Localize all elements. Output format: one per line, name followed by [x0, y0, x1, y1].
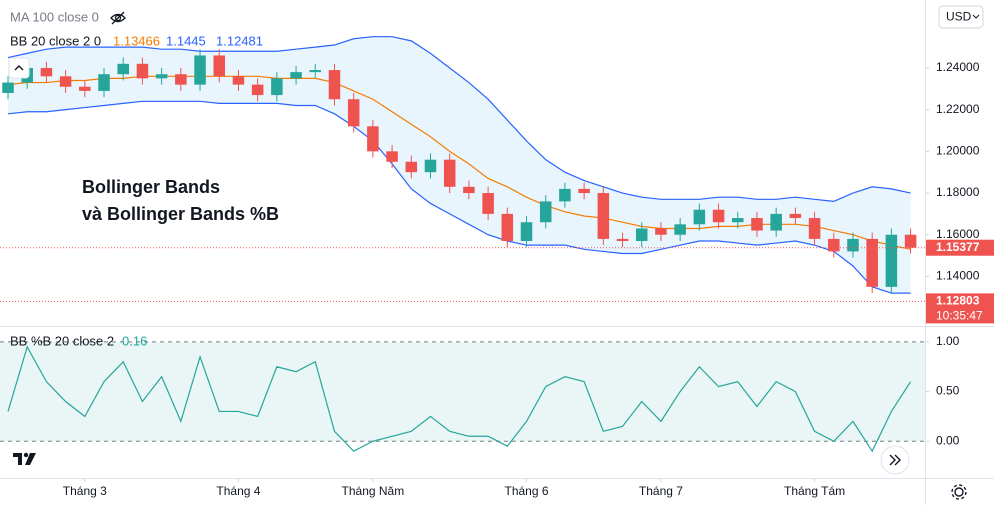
- bb-values: 1.13466 1.1445 1.12481: [113, 33, 263, 48]
- bb-legend-value: 1.1445: [166, 33, 206, 48]
- candle-body: [828, 238, 840, 252]
- pb-legend-value: 0.16: [122, 333, 147, 348]
- bb-legend-value: 1.12481: [216, 33, 263, 48]
- y-tick-label: 1.16000: [936, 227, 980, 241]
- candle-body: [847, 238, 859, 252]
- candle-body: [309, 70, 322, 73]
- currency-label: USD: [946, 10, 972, 24]
- candle-body: [2, 82, 14, 93]
- price-line-box: [926, 293, 994, 324]
- y-tick-label: 1.14000: [936, 269, 980, 283]
- countdown-label: 10:35:47: [936, 309, 983, 323]
- annotation-line: Bollinger Bands: [82, 177, 220, 197]
- pb-legend: BB %B 20 close 2: [10, 333, 114, 348]
- candle-body: [367, 126, 379, 152]
- annotation-line: và Bollinger Bands %B: [82, 204, 279, 224]
- candle-body: [655, 228, 667, 235]
- candle-body: [731, 218, 744, 223]
- candle-body: [117, 63, 129, 75]
- x-tick-label: Tháng Tám: [784, 484, 845, 498]
- candle-body: [40, 67, 53, 77]
- candle-body: [520, 222, 533, 241]
- candle-body: [559, 188, 571, 202]
- candle-body: [290, 72, 302, 79]
- candle-body: [789, 213, 802, 219]
- candle-body: [79, 86, 91, 91]
- y-tick-label: 1.00: [936, 334, 960, 348]
- candle-body: [98, 74, 110, 91]
- legend-area: [0, 0, 925, 30]
- candle-body: [443, 159, 456, 187]
- candle-body: [59, 76, 72, 87]
- candle-body: [232, 76, 245, 85]
- candle-body: [674, 224, 686, 235]
- last-price-label: 1.15377: [936, 240, 980, 254]
- y-tick-label: 0.50: [936, 384, 960, 398]
- currency-button[interactable]: USD: [938, 5, 984, 29]
- candle-body: [693, 209, 706, 225]
- candle-body: [194, 55, 206, 85]
- eye-icon[interactable]: [110, 11, 126, 25]
- y-tick-label: 1.24000: [936, 60, 980, 74]
- x-tick-label: Tháng Năm: [342, 484, 405, 498]
- x-tick-label: Tháng 4: [216, 484, 260, 498]
- candle-body: [904, 234, 917, 248]
- indicator-line: [7, 100, 911, 294]
- candle-body: [251, 84, 264, 96]
- candle-body: [539, 201, 552, 223]
- candle-body: [885, 234, 898, 287]
- candle-body: [770, 213, 782, 231]
- y-tick-label: 1.22000: [936, 102, 980, 116]
- band-fill: [0, 341, 925, 442]
- y-tick-label: 1.20000: [936, 144, 980, 158]
- panes: 1.14000 1.16000 1.18000 1.20000 1.22000 1.240…: [0, 36, 994, 498]
- x-tick-label: Tháng 7: [639, 484, 683, 498]
- candle-body: [635, 228, 648, 241]
- ma-legend: MA 100 close 0: [10, 9, 99, 24]
- collapse-button[interactable]: [8, 57, 30, 79]
- x-tick-label: Tháng 3: [63, 484, 107, 498]
- candle-body: [424, 159, 437, 173]
- tradingview-logo[interactable]: [10, 448, 40, 470]
- candle-body: [578, 188, 590, 194]
- pb-line: [7, 345, 912, 453]
- price-line-label: 1.12803: [936, 294, 980, 308]
- candle-body: [213, 55, 226, 77]
- scroll-button[interactable]: [880, 445, 910, 475]
- candle-body: [328, 70, 341, 100]
- candle-body: [482, 193, 494, 214]
- y-tick-label: 0.00: [936, 433, 960, 447]
- candle-body: [405, 161, 418, 173]
- candle-body: [155, 74, 168, 79]
- candle-body: [866, 238, 878, 287]
- last-price-box: [926, 239, 994, 256]
- candle-body: [175, 74, 187, 85]
- settings-button[interactable]: [951, 484, 967, 500]
- candle-body: [347, 99, 360, 127]
- x-tick-label: Tháng 6: [504, 484, 548, 498]
- bb-legend: BB 20 close 2 0: [10, 33, 101, 48]
- candle-body: [616, 238, 629, 241]
- candle-body: [463, 186, 475, 194]
- candle-body: [751, 218, 763, 231]
- candle-body: [136, 63, 149, 79]
- candle-body: [808, 218, 821, 239]
- candle-body: [597, 193, 610, 239]
- bb-legend-value: 1.13466: [113, 33, 160, 48]
- candle-body: [271, 78, 283, 96]
- y-tick-label: 1.18000: [936, 185, 980, 199]
- candle-body: [501, 213, 514, 241]
- indicator-line: [7, 36, 911, 202]
- candle-body: [386, 151, 398, 162]
- candle-body: [712, 209, 725, 223]
